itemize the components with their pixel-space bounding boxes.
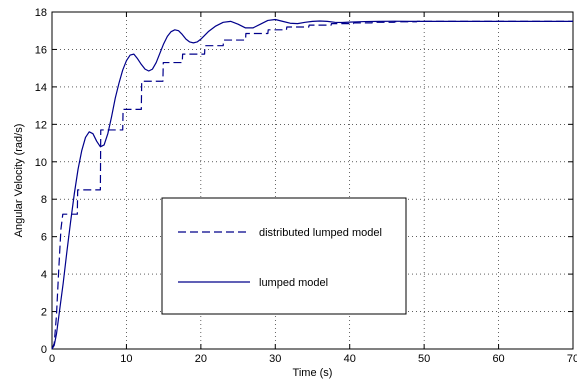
series <box>51 18 573 350</box>
plot-frame <box>51 11 574 350</box>
x-tick-label: 40 <box>344 353 356 365</box>
y-tick-label: 4 <box>41 269 47 281</box>
legend-box <box>161 197 407 315</box>
series-line-lumped-model <box>51 18 573 350</box>
y-tick-label: 6 <box>41 232 47 244</box>
y-tick-label: 16 <box>35 44 47 56</box>
tick-labels: 0 10 20 30 40 50 60 70 0 2 4 6 8 10 12 14 16 18 <box>35 7 577 365</box>
x-tick-label: 50 <box>418 353 430 365</box>
x-tick-label: 60 <box>492 353 504 365</box>
y-tick-label: 8 <box>41 194 47 206</box>
x-tick-label: 30 <box>269 353 281 365</box>
legend: distributed lumped model lumped model <box>161 197 407 315</box>
y-tick-label: 14 <box>35 82 47 94</box>
x-tick-label: 20 <box>195 353 207 365</box>
x-tick-label: 70 <box>567 353 577 365</box>
x-axis-label: Time (s) <box>293 367 333 379</box>
y-tick-label: 2 <box>41 307 47 319</box>
x-tick-label: 0 <box>49 353 55 365</box>
y-axis-label: Angular Velocity (rad/s) <box>13 124 25 238</box>
y-tick-label: 12 <box>35 119 47 131</box>
legend-label-lumped-model: lumped model <box>259 277 328 289</box>
y-tick-label: 10 <box>35 157 47 169</box>
legend-label-distributed-lumped-model: distributed lumped model <box>259 227 382 239</box>
y-tick-label: 0 <box>41 344 47 356</box>
y-tick-label: 18 <box>35 7 47 19</box>
x-tick-label: 10 <box>120 353 132 365</box>
series-line-distributed-lumped-model <box>51 20 573 350</box>
